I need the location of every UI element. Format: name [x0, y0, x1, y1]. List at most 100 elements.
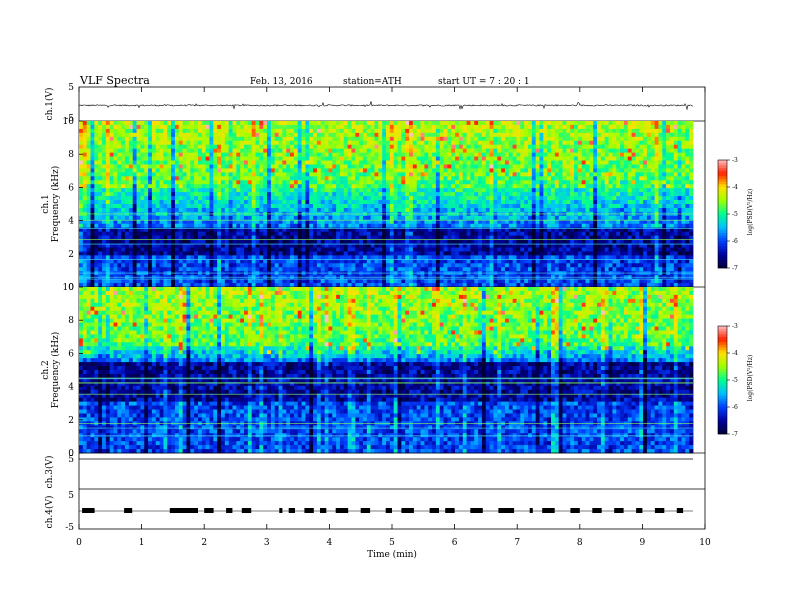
ch1-heatmap-cell: [566, 184, 571, 189]
ch1-heatmap-cell: [616, 196, 621, 201]
ch1-heatmap-cell: [501, 227, 506, 233]
ch1-heatmap-cell: [197, 200, 203, 205]
ch1-heatmap-cell: [316, 136, 322, 142]
ch1-heatmap-cell: [658, 192, 663, 197]
ch1-heatmap-cell: [639, 231, 644, 237]
ch1-heatmap-cell: [455, 223, 460, 229]
ch1-heatmap-cell: [631, 136, 636, 142]
ch1-heatmap-cell: [194, 140, 199, 146]
ch1-heatmap-cell: [504, 192, 510, 197]
ch1-heatmap-cell: [589, 223, 594, 229]
ch1-heatmap-cell: [94, 231, 99, 237]
ch1-heatmap-cell: [393, 140, 398, 146]
ch1-heatmap-cell: [493, 188, 498, 193]
ch1-heatmap-cell: [527, 196, 533, 201]
ch1-heatmap-cell: [186, 132, 191, 138]
ch1-heatmap-cell: [140, 204, 145, 209]
ch1-heatmap-cell: [639, 168, 644, 173]
ch1-heatmap-cell: [339, 156, 345, 161]
ch1-heatmap-cell: [574, 144, 579, 150]
ch1-heatmap-cell: [597, 128, 602, 134]
ch1-heatmap-cell: [121, 180, 126, 185]
ch1-heatmap-cell: [148, 184, 153, 189]
ch1-heatmap-cell: [167, 192, 172, 197]
ch1-heatmap-cell: [86, 144, 91, 150]
ch1-heatmap-cell: [635, 207, 640, 213]
ch1-heatmap-cell: [163, 144, 168, 150]
ch1-heatmap-cell: [290, 172, 295, 177]
ch1-heatmap-cell: [466, 184, 471, 189]
ch1-heatmap-cell: [159, 132, 164, 138]
ch1-heatmap-cell: [516, 188, 521, 193]
ch1-heatmap-cell: [501, 215, 506, 221]
ch1-heatmap-cell: [201, 204, 207, 209]
ch1-heatmap-cell: [305, 140, 310, 146]
ch1-heatmap-cell: [313, 235, 318, 240]
ch1-heatmap-cell: [493, 192, 498, 197]
ch1-heatmap-cell: [102, 164, 107, 169]
ch1-heatmap-cell: [378, 168, 383, 173]
ch1-heatmap-cell: [386, 144, 391, 150]
ch1-heatmap-cell: [132, 207, 137, 213]
ch1-heatmap-cell: [474, 172, 479, 177]
ch1-heatmap-cell: [182, 239, 187, 244]
ch1-heatmap-cell: [527, 176, 533, 181]
ch1-heatmap-cell: [159, 180, 164, 185]
ch1-heatmap-cell: [543, 207, 548, 213]
ch1-heatmap-cell: [504, 140, 510, 146]
ch1-heatmap-cell: [673, 223, 679, 229]
ch1-heatmap-cell: [543, 164, 548, 169]
ch1-heatmap-cell: [669, 231, 675, 237]
ch1-heatmap-cell: [362, 231, 368, 237]
ch1-heatmap-cell: [666, 152, 671, 157]
ch1-heatmap-cell: [535, 132, 540, 138]
ch1-heatmap-cell: [551, 180, 556, 185]
ch1-heatmap-cell: [650, 204, 656, 209]
ch1-heatmap-cell: [497, 128, 502, 134]
ch1-heatmap-cell: [362, 188, 368, 193]
ch1-heatmap-cell: [313, 140, 318, 146]
ch1-heatmap-cell: [393, 144, 398, 150]
ch1-heatmap-cell: [435, 124, 441, 130]
ch1-heatmap-cell: [451, 219, 456, 225]
ch1-heatmap-cell: [643, 204, 648, 209]
ch1-heatmap-cell: [255, 192, 260, 197]
ch1-heatmap-cell: [282, 184, 287, 189]
ch1-heatmap-cell: [666, 207, 671, 213]
ch1-heatmap-cell: [305, 188, 310, 193]
ch1-heatmap-cell: [447, 140, 452, 146]
ch1-heatmap-cell: [301, 200, 306, 205]
ch1-heatmap-cell: [182, 215, 187, 221]
ch1-heatmap-cell: [386, 196, 391, 201]
ch1-heatmap-cell: [677, 215, 682, 221]
ch1-heatmap-cell: [458, 219, 464, 225]
ch1-heatmap-cell: [209, 132, 214, 138]
ch1-heatmap-cell: [497, 200, 502, 205]
ch1-heatmap-cell: [447, 121, 452, 126]
ch1-heatmap-cell: [362, 239, 368, 244]
ch1-heatmap-cell: [174, 160, 180, 165]
ch1-heatmap-cell: [201, 184, 207, 189]
ch1-heatmap-cell: [316, 231, 322, 237]
ch1-heatmap-cell: [255, 184, 260, 189]
ch1-heatmap-cell: [163, 188, 168, 193]
ch1-heatmap-cell: [339, 121, 345, 126]
ch1-heatmap-cell: [539, 192, 544, 197]
ch1-heatmap-cell: [577, 176, 583, 181]
ch1-heatmap-cell: [182, 204, 187, 209]
ch1-heatmap-cell: [558, 207, 563, 213]
ch1-heatmap-cell: [393, 219, 398, 225]
ch1-heatmap-cell: [589, 180, 594, 185]
ch1-heatmap-cell: [570, 121, 575, 126]
ch1-heatmap-cell: [581, 235, 586, 240]
ch1-heatmap-cell: [359, 136, 364, 142]
ch1-heatmap-cell: [297, 160, 302, 165]
ch1-heatmap-cell: [662, 188, 667, 193]
ch1-heatmap-cell: [155, 180, 160, 185]
ch1-heatmap-cell: [428, 148, 433, 154]
ch1-heatmap-cell: [520, 160, 525, 165]
ch1-heatmap-cell: [612, 235, 617, 240]
ch1-heatmap-cell: [397, 136, 402, 142]
ch1-heatmap-cell: [190, 204, 195, 209]
ch1-heatmap-cell: [190, 192, 195, 197]
